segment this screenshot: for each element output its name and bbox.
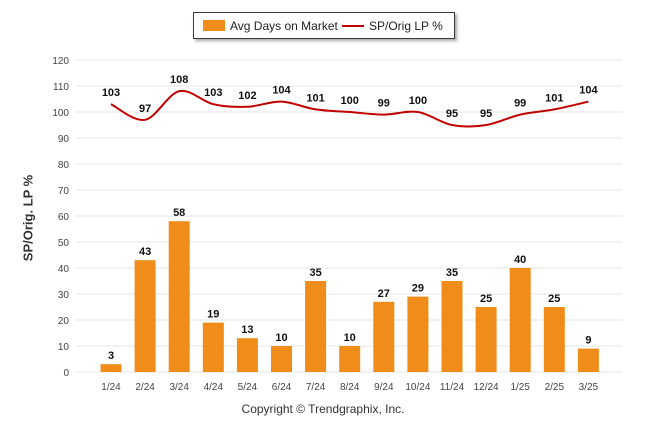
bar bbox=[134, 260, 156, 372]
x-tick-label: 12/24 bbox=[474, 382, 499, 393]
line-data-label: 95 bbox=[480, 108, 492, 120]
line-path bbox=[110, 89, 589, 128]
line-data-label: 101 bbox=[306, 92, 324, 104]
bar-data-label: 27 bbox=[378, 288, 390, 300]
y-tick-label: 70 bbox=[58, 186, 70, 197]
bar bbox=[407, 296, 429, 372]
y-tick-label: 120 bbox=[52, 56, 69, 67]
bar-data-label: 43 bbox=[139, 246, 151, 258]
x-tick-label: 9/24 bbox=[374, 382, 394, 393]
x-tick-label: 1/24 bbox=[101, 382, 121, 393]
x-tick-label: 7/24 bbox=[306, 382, 326, 393]
bar-data-label: 58 bbox=[173, 207, 185, 219]
bar-data-label: 25 bbox=[548, 293, 560, 305]
bar bbox=[202, 322, 224, 372]
bar bbox=[543, 307, 565, 372]
y-tick-label: 60 bbox=[58, 212, 70, 223]
x-tick-label: 8/24 bbox=[340, 382, 360, 393]
legend-bar-label: Avg Days on Market bbox=[230, 18, 338, 33]
legend-bar-swatch bbox=[203, 20, 225, 31]
x-tick-label: 5/24 bbox=[238, 382, 258, 393]
y-tick-label: 20 bbox=[58, 316, 70, 327]
line-data-label: 108 bbox=[170, 74, 188, 86]
y-tick-labels: 0 10 20 30 40 50 60 70 80 90 100 110 120 bbox=[52, 56, 69, 379]
line-data-label: 104 bbox=[579, 85, 598, 97]
line-data-label: 99 bbox=[514, 98, 526, 110]
line-data-label: 103 bbox=[102, 87, 120, 99]
bar-series bbox=[100, 221, 599, 372]
legend-item-line[interactable]: SP/Orig LP % bbox=[342, 13, 443, 38]
x-tick-label: 2/24 bbox=[135, 382, 155, 393]
y-tick-label: 100 bbox=[52, 108, 69, 119]
bar bbox=[441, 281, 463, 372]
bar bbox=[577, 348, 599, 372]
bar bbox=[236, 338, 258, 372]
line-data-label: 101 bbox=[545, 92, 563, 104]
bar bbox=[100, 364, 122, 372]
bar-data-label: 19 bbox=[207, 309, 219, 321]
line-data-label: 102 bbox=[238, 90, 256, 102]
x-tick-label: 3/25 bbox=[579, 382, 599, 393]
line-data-label: 100 bbox=[409, 95, 427, 107]
legend-item-bar[interactable]: Avg Days on Market bbox=[203, 13, 338, 38]
legend-line-swatch bbox=[342, 24, 364, 27]
bar-data-label: 10 bbox=[344, 332, 356, 344]
legend-line-label: SP/Orig LP % bbox=[369, 18, 443, 33]
bar bbox=[271, 346, 292, 372]
bar-data-label: 35 bbox=[309, 267, 321, 279]
y-tick-label: 90 bbox=[58, 134, 70, 145]
bar-data-label: 9 bbox=[585, 335, 591, 347]
y-tick-label: 0 bbox=[63, 368, 69, 379]
y-tick-label: 50 bbox=[58, 238, 70, 249]
legend: Avg Days on Market SP/Orig LP % bbox=[193, 12, 455, 39]
copyright-footer: Copyright © Trendgraphix, Inc. bbox=[241, 402, 405, 416]
bar-data-label: 25 bbox=[480, 293, 492, 305]
grid-lines bbox=[76, 59, 622, 373]
y-tick-label: 10 bbox=[58, 342, 70, 353]
y-tick-label: 40 bbox=[58, 264, 70, 275]
x-tick-label: 1/25 bbox=[510, 382, 530, 393]
bar bbox=[305, 281, 327, 372]
line-series bbox=[110, 89, 589, 128]
data-labels: 3 43 58 19 13 10 35 10 27 29 35 25 40 25 9 103 97 108 103 1… bbox=[102, 74, 599, 362]
bar bbox=[509, 268, 531, 372]
y-tick-label: 30 bbox=[58, 290, 70, 301]
bar-data-label: 29 bbox=[412, 283, 424, 295]
line-data-label: 104 bbox=[272, 85, 291, 97]
bar-data-label: 35 bbox=[446, 267, 458, 279]
line-data-label: 103 bbox=[204, 87, 222, 99]
line-data-label: 99 bbox=[378, 98, 390, 110]
bar-data-label: 10 bbox=[275, 332, 287, 344]
y-tick-label: 110 bbox=[53, 82, 69, 93]
y-tick-label: 80 bbox=[58, 160, 70, 171]
x-tick-label: 10/24 bbox=[405, 382, 430, 393]
bar bbox=[168, 221, 190, 372]
y-axis-label: SP/Orig. LP % bbox=[20, 174, 36, 262]
bar bbox=[475, 307, 497, 372]
line-data-label: 97 bbox=[139, 103, 151, 115]
bar-data-label: 40 bbox=[514, 254, 526, 266]
x-tick-label: 2/25 bbox=[545, 382, 565, 393]
line-data-label: 100 bbox=[341, 95, 359, 107]
bar-data-label: 13 bbox=[241, 324, 253, 336]
x-tick-label: 4/24 bbox=[204, 382, 224, 393]
x-tick-labels: 1/24 2/24 3/24 4/24 5/24 6/24 7/24 8/24 9/24 10/2… bbox=[101, 382, 598, 393]
x-tick-label: 6/24 bbox=[272, 382, 292, 393]
bar bbox=[373, 301, 395, 372]
bar-data-label: 3 bbox=[108, 350, 114, 362]
x-tick-label: 3/24 bbox=[169, 382, 189, 393]
x-tick-label: 11/24 bbox=[440, 382, 465, 393]
bar bbox=[339, 346, 361, 372]
line-data-label: 95 bbox=[446, 108, 458, 120]
